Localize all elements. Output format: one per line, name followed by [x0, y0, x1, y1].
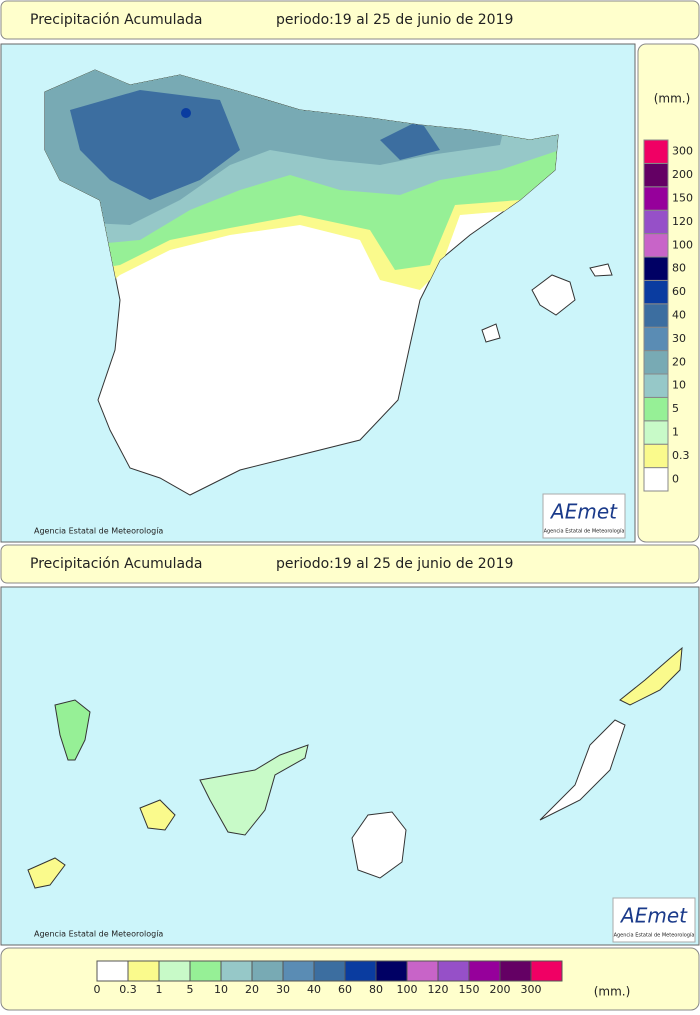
legend-swatch [643, 256, 669, 281]
legend-swatch [643, 467, 669, 492]
legend-unit: (mm.) [594, 985, 631, 999]
legend-swatch [643, 233, 669, 258]
legend-swatch [468, 960, 501, 982]
legend-label: 0.3 [119, 983, 137, 996]
legend-swatch [643, 350, 669, 375]
legend-label: 100 [672, 238, 693, 251]
logo: AEmet [619, 904, 688, 928]
legend-swatch [643, 443, 669, 469]
mallorca [531, 274, 576, 316]
legend-swatch [499, 960, 532, 982]
legend-swatch [406, 960, 439, 982]
credit: Agencia Estatal de Meteorología [34, 527, 163, 536]
logo-box [612, 897, 696, 943]
legend-label: 5 [672, 402, 679, 415]
legend-label: 0 [94, 983, 101, 996]
legend-label: 150 [672, 192, 693, 205]
header-period: periodo:19 al 25 de junio de 2019 [276, 556, 513, 572]
legend-label: 300 [521, 983, 542, 996]
legend-label: 60 [338, 983, 352, 996]
legend-label: 0 [672, 472, 679, 485]
legend-horizontal: 0 0.3 1 5 10 20 30 40 60 80 100 120 150 200 300 [94, 960, 563, 996]
legend-swatch [375, 960, 408, 982]
legend-swatch [643, 326, 669, 352]
legend-vertical: 0 0.3 1 5 10 20 30 40 60 80 100 120 150 200 300 [643, 139, 693, 492]
legend-label: 120 [672, 215, 693, 228]
legend-label: 40 [672, 309, 686, 322]
legend-swatch [127, 960, 160, 982]
legend-swatch [251, 960, 284, 982]
la-gomera [139, 799, 176, 831]
precip-60 [181, 108, 191, 118]
la-palma [54, 699, 91, 761]
precip-40 [70, 90, 240, 200]
header-title: Precipitación Acumulada [30, 556, 203, 572]
legend-swatch [313, 960, 346, 982]
legend-swatch [530, 960, 563, 982]
logo: AEmet [549, 500, 618, 524]
header-bar [0, 0, 700, 40]
gran-canaria [351, 811, 407, 879]
el-hierro [27, 857, 66, 889]
legend-swatch [220, 960, 253, 982]
legend-swatch [96, 960, 129, 982]
legend-swatch [643, 303, 669, 328]
legend-label: 300 [672, 145, 693, 158]
legend-label: 80 [369, 983, 383, 996]
lanzarote [619, 646, 683, 706]
legend-swatch [282, 960, 315, 982]
legend-label: 1 [672, 426, 679, 439]
legend-label: 5 [187, 983, 194, 996]
legend-swatch [437, 960, 470, 982]
legend-label: 80 [672, 262, 686, 275]
credit: Agencia Estatal de Meteorología [34, 930, 163, 939]
legend-swatch [643, 162, 669, 188]
legend-label: 10 [672, 379, 686, 392]
legend-label: 200 [672, 168, 693, 181]
legend-swatch [158, 960, 191, 982]
legend-swatch [643, 373, 669, 398]
legend-label: 20 [672, 355, 686, 368]
legend-swatch [643, 209, 669, 235]
legend-label: 200 [490, 983, 511, 996]
logo-box [542, 493, 626, 539]
legend-label: 150 [459, 983, 480, 996]
legend-swatch [189, 960, 222, 982]
legend-swatch [643, 279, 669, 305]
legend-unit: (mm.) [654, 92, 691, 106]
legend-swatch [643, 420, 669, 445]
logo-sub: Agencia Estatal de Meteorología [544, 528, 625, 535]
legend-label: 30 [672, 332, 686, 345]
legend-label: 20 [245, 983, 259, 996]
header-title: Precipitación Acumulada [30, 12, 203, 28]
fuerteventura [539, 719, 626, 821]
legend-label: 60 [672, 285, 686, 298]
logo-sub: Agencia Estatal de Meteorología [614, 932, 695, 939]
header-bar [0, 544, 700, 584]
legend-swatch [643, 396, 669, 422]
legend-label: 120 [428, 983, 449, 996]
ibiza [481, 323, 501, 343]
legend-label: 0.3 [672, 449, 690, 462]
legend-label: 100 [397, 983, 418, 996]
legend-swatch [344, 960, 377, 982]
tenerife [199, 744, 309, 836]
header-period: periodo:19 al 25 de junio de 2019 [276, 12, 513, 28]
menorca [589, 263, 613, 277]
legend-label: 1 [156, 983, 163, 996]
legend-label: 30 [276, 983, 290, 996]
precip-40-east [380, 120, 440, 160]
legend-swatch [643, 139, 669, 164]
legend-swatch [643, 186, 669, 211]
legend-label: 40 [307, 983, 321, 996]
legend-label: 10 [214, 983, 228, 996]
